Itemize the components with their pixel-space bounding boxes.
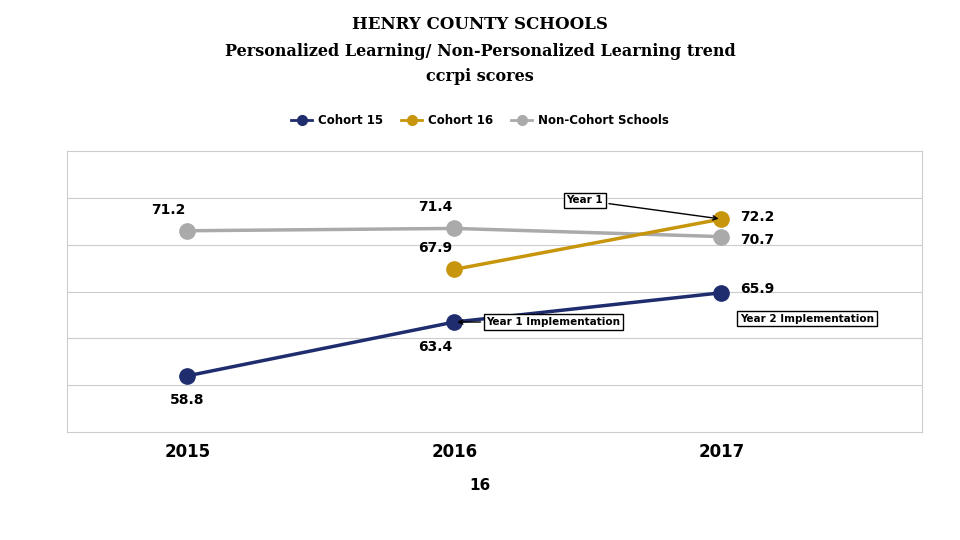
- Text: Year 2 Implementation: Year 2 Implementation: [740, 314, 874, 323]
- Text: Year 1 Implementation: Year 1 Implementation: [459, 317, 620, 327]
- Text: HENRY COUNTY SCHOOLS: HENRY COUNTY SCHOOLS: [352, 16, 608, 33]
- Text: 16: 16: [469, 478, 491, 494]
- Text: Year 1: Year 1: [566, 195, 717, 220]
- Text: 72.2: 72.2: [740, 210, 775, 224]
- Legend: Cohort 15, Cohort 16, Non-Cohort Schools: Cohort 15, Cohort 16, Non-Cohort Schools: [286, 110, 674, 132]
- Text: 58.8: 58.8: [170, 394, 204, 407]
- Text: 63.4: 63.4: [419, 340, 453, 354]
- Text: HENRY
COUNTY
SCHOOLS: HENRY COUNTY SCHOOLS: [827, 512, 863, 533]
- Text: 71.2: 71.2: [152, 202, 186, 217]
- Text: 67.9: 67.9: [419, 241, 453, 255]
- Text: 70.7: 70.7: [740, 233, 774, 247]
- Text: Personalized Learning/ Non-Personalized Learning trend: Personalized Learning/ Non-Personalized …: [225, 43, 735, 60]
- Text: ccrpi scores: ccrpi scores: [426, 68, 534, 85]
- Text: 65.9: 65.9: [740, 282, 775, 296]
- Text: 71.4: 71.4: [419, 200, 453, 214]
